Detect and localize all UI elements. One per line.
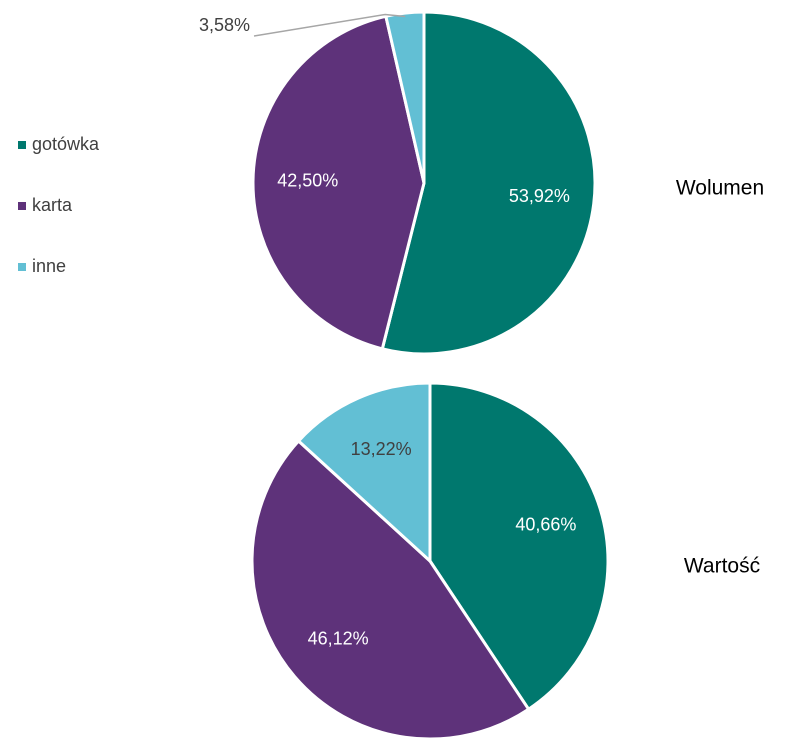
- legend-label: inne: [32, 256, 66, 276]
- legend-swatch: [18, 263, 26, 271]
- data-label: 3,58%: [199, 15, 250, 35]
- data-label: 53,92%: [509, 186, 570, 206]
- leader-line: [253, 13, 406, 37]
- legend-swatch: [18, 141, 26, 149]
- pie-title: Wolumen: [676, 177, 764, 200]
- pie-slice: [251, 14, 426, 351]
- pie-slice: [297, 381, 432, 563]
- legend-swatch: [18, 202, 26, 210]
- data-label: 13,22%: [351, 439, 412, 459]
- pie-title: Wartość: [684, 555, 760, 578]
- data-label: 40,66%: [515, 515, 576, 535]
- data-label: 46,12%: [308, 629, 369, 649]
- legend-label: gotówka: [32, 134, 100, 154]
- pie-slice: [250, 439, 531, 739]
- pie-slice: [384, 10, 426, 185]
- pie-slice: [380, 10, 597, 356]
- data-label: 42,50%: [277, 171, 338, 191]
- legend-label: karta: [32, 195, 73, 215]
